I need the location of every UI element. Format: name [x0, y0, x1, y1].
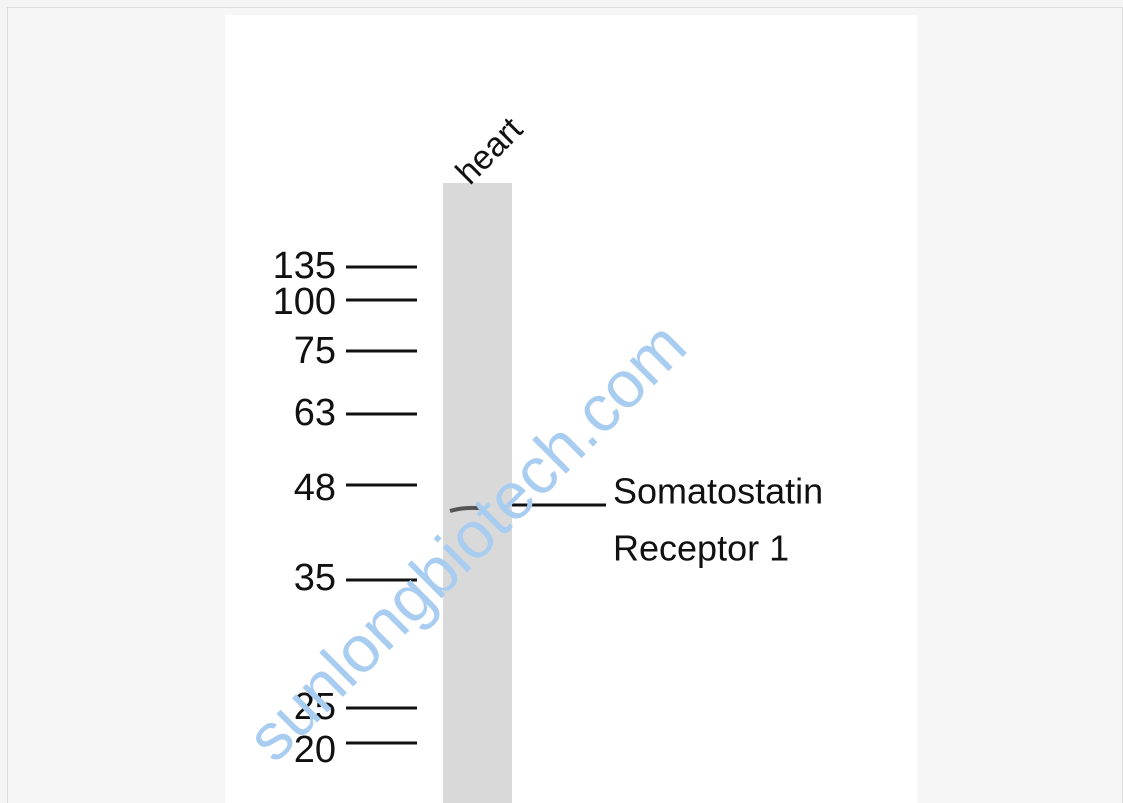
figure: heart Somatostatin Receptor 1 1351007563…	[0, 0, 1123, 803]
marker-label: 63	[294, 392, 336, 434]
marker-label: 75	[294, 330, 336, 372]
marker-label: 100	[273, 281, 336, 323]
marker-label: 35	[294, 557, 336, 599]
band-label: Receptor 1	[613, 528, 789, 569]
band-label: Somatostatin	[613, 471, 823, 512]
page: heart Somatostatin Receptor 1 1351007563…	[0, 0, 1123, 803]
marker-label: 48	[294, 467, 336, 509]
